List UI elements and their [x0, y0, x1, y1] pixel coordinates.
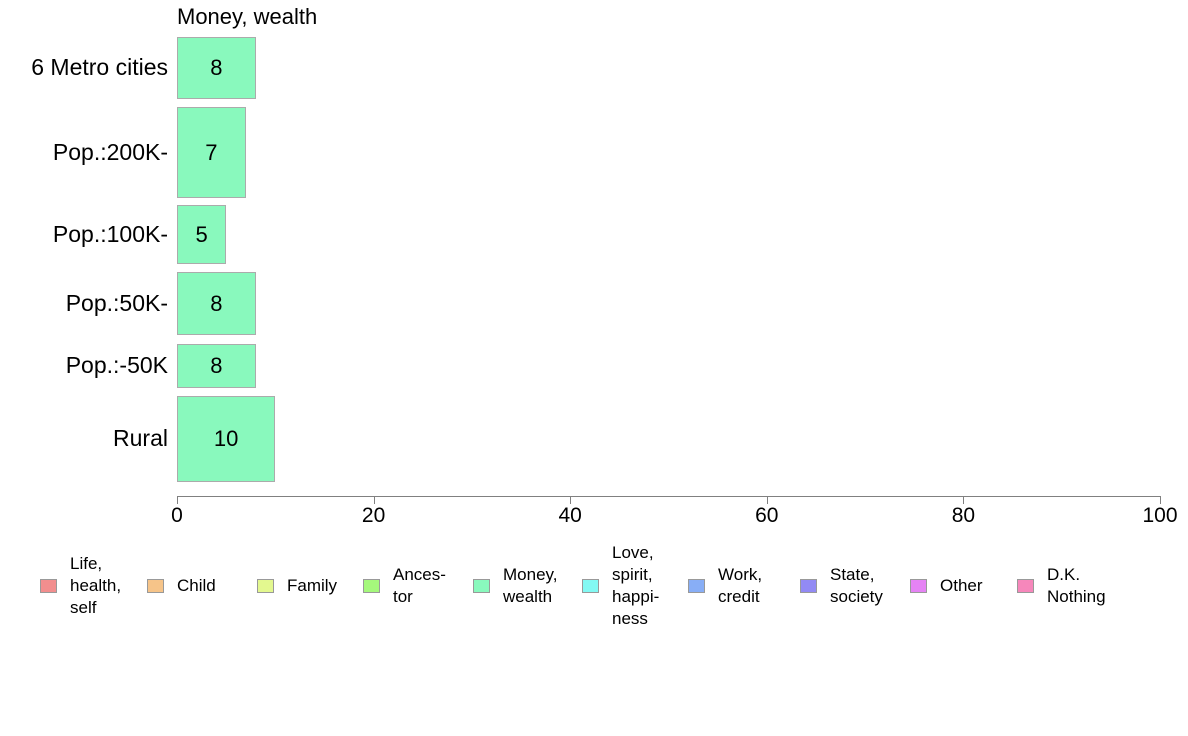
legend-color-swatch — [800, 579, 817, 593]
chart-title: Money, wealth — [177, 4, 318, 29]
legend-color-swatch — [363, 579, 380, 593]
legend-color-swatch — [1017, 579, 1034, 593]
bar-value-label: 8 — [210, 55, 223, 80]
category-label: 6 Metro cities — [31, 54, 168, 80]
legend-item: Family — [257, 540, 337, 632]
legend-item-label: Love, spirit, happi- ness — [612, 543, 660, 628]
tick-label: 60 — [755, 504, 779, 527]
legend-item: Love, spirit, happi- ness — [582, 540, 659, 632]
legend-color-swatch — [910, 579, 927, 593]
bar — [177, 344, 256, 388]
bar — [177, 272, 256, 335]
tick-mark — [373, 497, 375, 504]
tick-label: 0 — [171, 504, 183, 527]
legend-item-label: Money, wealth — [503, 565, 558, 606]
tick-label: 20 — [361, 504, 386, 527]
x-axis — [177, 496, 1161, 497]
legend-item-label: Work, credit — [718, 565, 763, 606]
tick-mark — [570, 497, 572, 504]
legend-item: Ances- tor — [363, 540, 446, 632]
legend-color-swatch — [688, 579, 705, 593]
legend-color-swatch — [257, 579, 274, 593]
bar-value-label: 7 — [205, 140, 218, 165]
legend-color-swatch — [40, 579, 57, 593]
category-label: Rural — [113, 425, 168, 451]
legend-item: Work, credit — [688, 540, 762, 632]
bar-value-label: 5 — [195, 222, 208, 247]
legend-color-swatch — [582, 579, 599, 593]
category-label: Pop.:200K- — [52, 138, 168, 165]
category-label: Pop.:100K- — [52, 220, 168, 247]
tick-mark — [766, 497, 768, 504]
tick-label: 40 — [558, 504, 582, 527]
legend-item-label: Ances- tor — [393, 565, 446, 606]
bar — [177, 107, 246, 198]
bar-value-label: 8 — [210, 353, 223, 378]
legend-item: Child — [147, 540, 216, 632]
bar-value-label: 10 — [213, 426, 239, 451]
legend-item-label: State, society — [830, 565, 883, 606]
category-label: Pop.:-50K — [65, 352, 168, 378]
legend-item-label: Life, health, self — [70, 554, 122, 617]
legend-item-label: Child — [177, 576, 216, 595]
legend-item-label: Family — [287, 576, 338, 595]
bar-value-label: 8 — [210, 291, 223, 316]
category-label: Pop.:50K- — [65, 289, 168, 316]
bar — [177, 37, 256, 99]
bar — [177, 396, 276, 482]
tick-mark — [177, 497, 178, 504]
legend-color-swatch — [473, 579, 490, 593]
legend-item: State, society — [800, 540, 883, 632]
tick-mark — [963, 497, 965, 504]
legend-item: Life, health, self — [40, 540, 121, 632]
legend-item: Money, wealth — [473, 540, 558, 632]
legend-color-swatch — [147, 579, 164, 593]
legend-item-label: Other — [940, 576, 983, 595]
legend-item: D.K. Nothing — [1017, 540, 1106, 632]
legend-item-label: D.K. Nothing — [1047, 565, 1106, 606]
tick-label: 80 — [951, 504, 976, 527]
tick-mark — [1160, 497, 1161, 504]
legend-item: Other — [910, 540, 983, 632]
bar — [177, 205, 227, 264]
tick-label: 100 — [1142, 504, 1178, 527]
